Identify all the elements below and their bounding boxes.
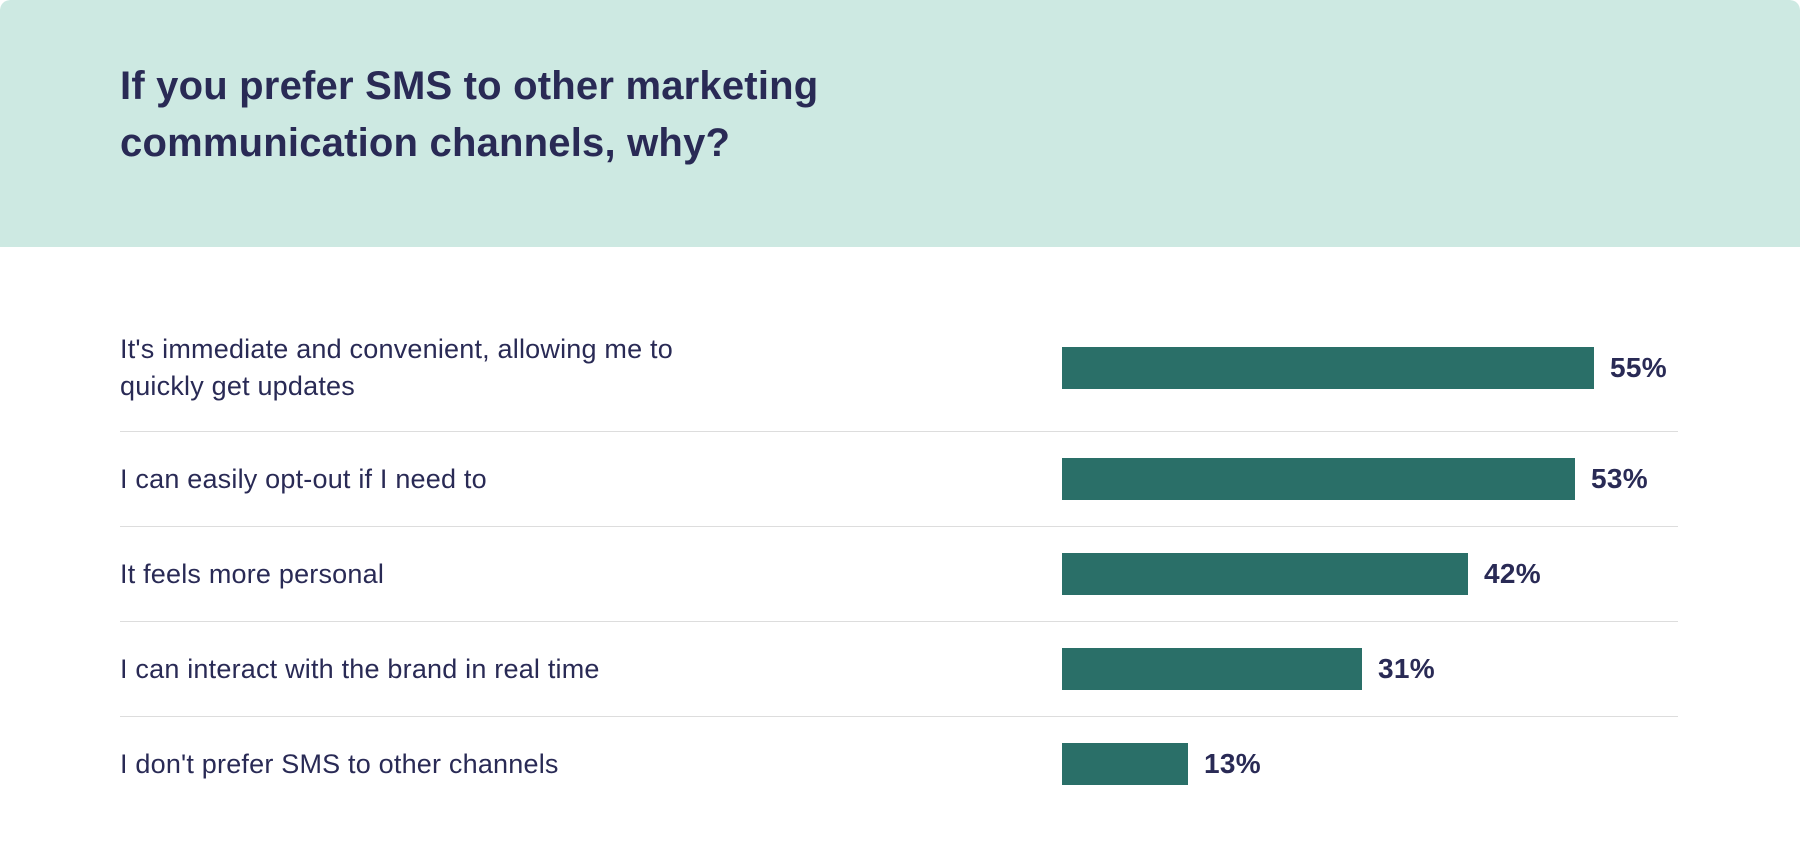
value-label: 55%: [1610, 352, 1667, 383]
row-label: I can interact with the brand in real ti…: [120, 653, 600, 684]
bar: [1062, 743, 1188, 785]
bar-track: 13%: [1062, 743, 1678, 785]
chart-header: If you prefer SMS to other marketing com…: [0, 0, 1800, 247]
value-label: 53%: [1591, 463, 1648, 494]
bar-track: 42%: [1062, 553, 1678, 595]
chart-row: I can easily opt-out if I need to 53%: [120, 431, 1678, 526]
chart-row: I can interact with the brand in real ti…: [120, 621, 1678, 716]
row-label: I can easily opt-out if I need to: [120, 463, 487, 494]
value-label: 42%: [1484, 558, 1541, 589]
row-label: I don't prefer SMS to other channels: [120, 748, 559, 779]
value-label: 31%: [1378, 653, 1435, 684]
bar: [1062, 458, 1575, 500]
bar-track: 53%: [1062, 458, 1678, 500]
chart-row: It feels more personal 42%: [120, 526, 1678, 621]
bar: [1062, 648, 1362, 690]
bar-chart: It's immediate and convenient, allowing …: [0, 247, 1800, 811]
bar: [1062, 347, 1594, 389]
chart-row: I don't prefer SMS to other channels 13%: [120, 716, 1678, 811]
chart-row: It's immediate and convenient, allowing …: [120, 305, 1678, 431]
bar: [1062, 553, 1468, 595]
value-label: 13%: [1204, 748, 1261, 779]
chart-rows: It's immediate and convenient, allowing …: [120, 305, 1678, 811]
bar-track: 55%: [1062, 347, 1678, 389]
row-label: It feels more personal: [120, 558, 385, 589]
row-label: It's immediate and convenient, allowing …: [120, 334, 673, 401]
page-title: If you prefer SMS to other marketing com…: [120, 64, 819, 165]
bar-track: 31%: [1062, 648, 1678, 690]
